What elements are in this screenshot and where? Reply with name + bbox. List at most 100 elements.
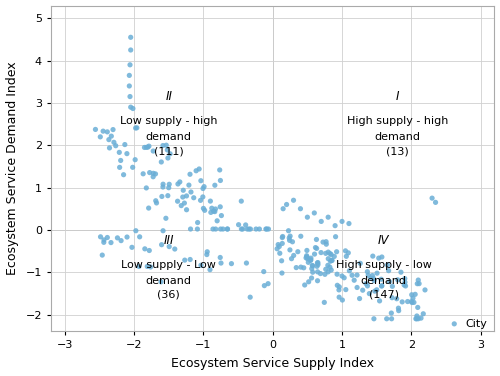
Point <box>224 226 232 232</box>
Point <box>348 272 356 278</box>
Text: (147): (147) <box>368 290 398 300</box>
Text: III: III <box>164 234 174 247</box>
Text: High supply - low: High supply - low <box>336 260 432 270</box>
Point <box>157 279 165 285</box>
Point <box>314 259 322 265</box>
Point <box>152 198 160 204</box>
Point <box>276 250 284 256</box>
Point <box>334 282 342 288</box>
Point <box>121 141 129 147</box>
Point <box>194 220 202 226</box>
Point <box>312 246 320 252</box>
Point <box>199 194 207 200</box>
Point <box>350 277 358 283</box>
Point <box>164 155 172 161</box>
Point <box>165 181 173 187</box>
Point <box>373 287 381 293</box>
Point <box>136 234 143 240</box>
Point <box>174 198 182 204</box>
Point <box>190 195 198 201</box>
Text: demand: demand <box>360 276 406 286</box>
Point <box>178 203 186 209</box>
Point <box>164 147 172 153</box>
Point <box>262 226 270 232</box>
Point <box>242 222 250 228</box>
Point <box>216 177 224 183</box>
Point <box>107 240 115 246</box>
Point <box>142 185 150 191</box>
Point <box>412 316 420 322</box>
Point <box>314 260 322 266</box>
Point <box>286 247 294 253</box>
Point <box>146 247 154 253</box>
Point <box>288 239 296 245</box>
Point <box>414 316 422 322</box>
Point <box>324 262 332 268</box>
Point <box>364 268 372 274</box>
Text: demand: demand <box>374 132 420 142</box>
Point <box>278 258 285 264</box>
Point <box>376 298 384 304</box>
Point <box>212 226 220 232</box>
Point <box>408 300 416 306</box>
Point <box>264 226 272 232</box>
Point <box>392 296 400 302</box>
Point <box>401 279 409 285</box>
Point <box>216 255 224 261</box>
Point <box>149 174 157 180</box>
Point <box>133 125 141 131</box>
Point <box>197 262 205 268</box>
Point <box>276 244 283 250</box>
Point <box>120 172 128 178</box>
Point <box>328 258 336 264</box>
Point <box>145 143 153 149</box>
Point <box>164 193 172 199</box>
Point <box>317 250 325 256</box>
Point <box>402 283 409 289</box>
Point <box>428 195 436 201</box>
Point <box>180 187 188 193</box>
Point <box>278 233 286 240</box>
Point <box>364 272 372 278</box>
Text: Low supply - Low: Low supply - Low <box>122 260 216 270</box>
Point <box>417 315 425 321</box>
Point <box>292 265 300 271</box>
Point <box>197 178 205 184</box>
Point <box>211 209 219 215</box>
Point <box>144 144 152 150</box>
Point <box>108 133 116 139</box>
Point <box>314 278 322 284</box>
Point <box>210 208 218 214</box>
Point <box>158 242 166 248</box>
Point <box>307 255 315 261</box>
Point <box>246 226 254 232</box>
Point <box>384 262 392 268</box>
Point <box>158 193 166 199</box>
Point <box>200 207 208 213</box>
Point <box>203 252 211 258</box>
Point <box>394 305 402 311</box>
Point <box>331 223 339 229</box>
Point <box>290 197 298 203</box>
Point <box>303 247 311 253</box>
Point <box>317 218 325 224</box>
Point <box>185 182 193 188</box>
Point <box>212 206 220 212</box>
Point <box>219 226 227 232</box>
Point <box>278 235 286 241</box>
Point <box>314 262 322 268</box>
Point <box>180 200 188 206</box>
Point <box>326 250 334 256</box>
Point <box>370 277 378 284</box>
Point <box>128 244 136 250</box>
Text: (111): (111) <box>154 146 184 156</box>
Point <box>106 145 114 151</box>
Point <box>410 299 418 305</box>
Point <box>340 275 348 281</box>
Point <box>408 299 416 305</box>
Point <box>378 254 386 260</box>
Point <box>321 271 329 277</box>
Point <box>182 193 190 199</box>
Point <box>129 106 137 112</box>
Text: Low supply - high: Low supply - high <box>120 117 218 126</box>
